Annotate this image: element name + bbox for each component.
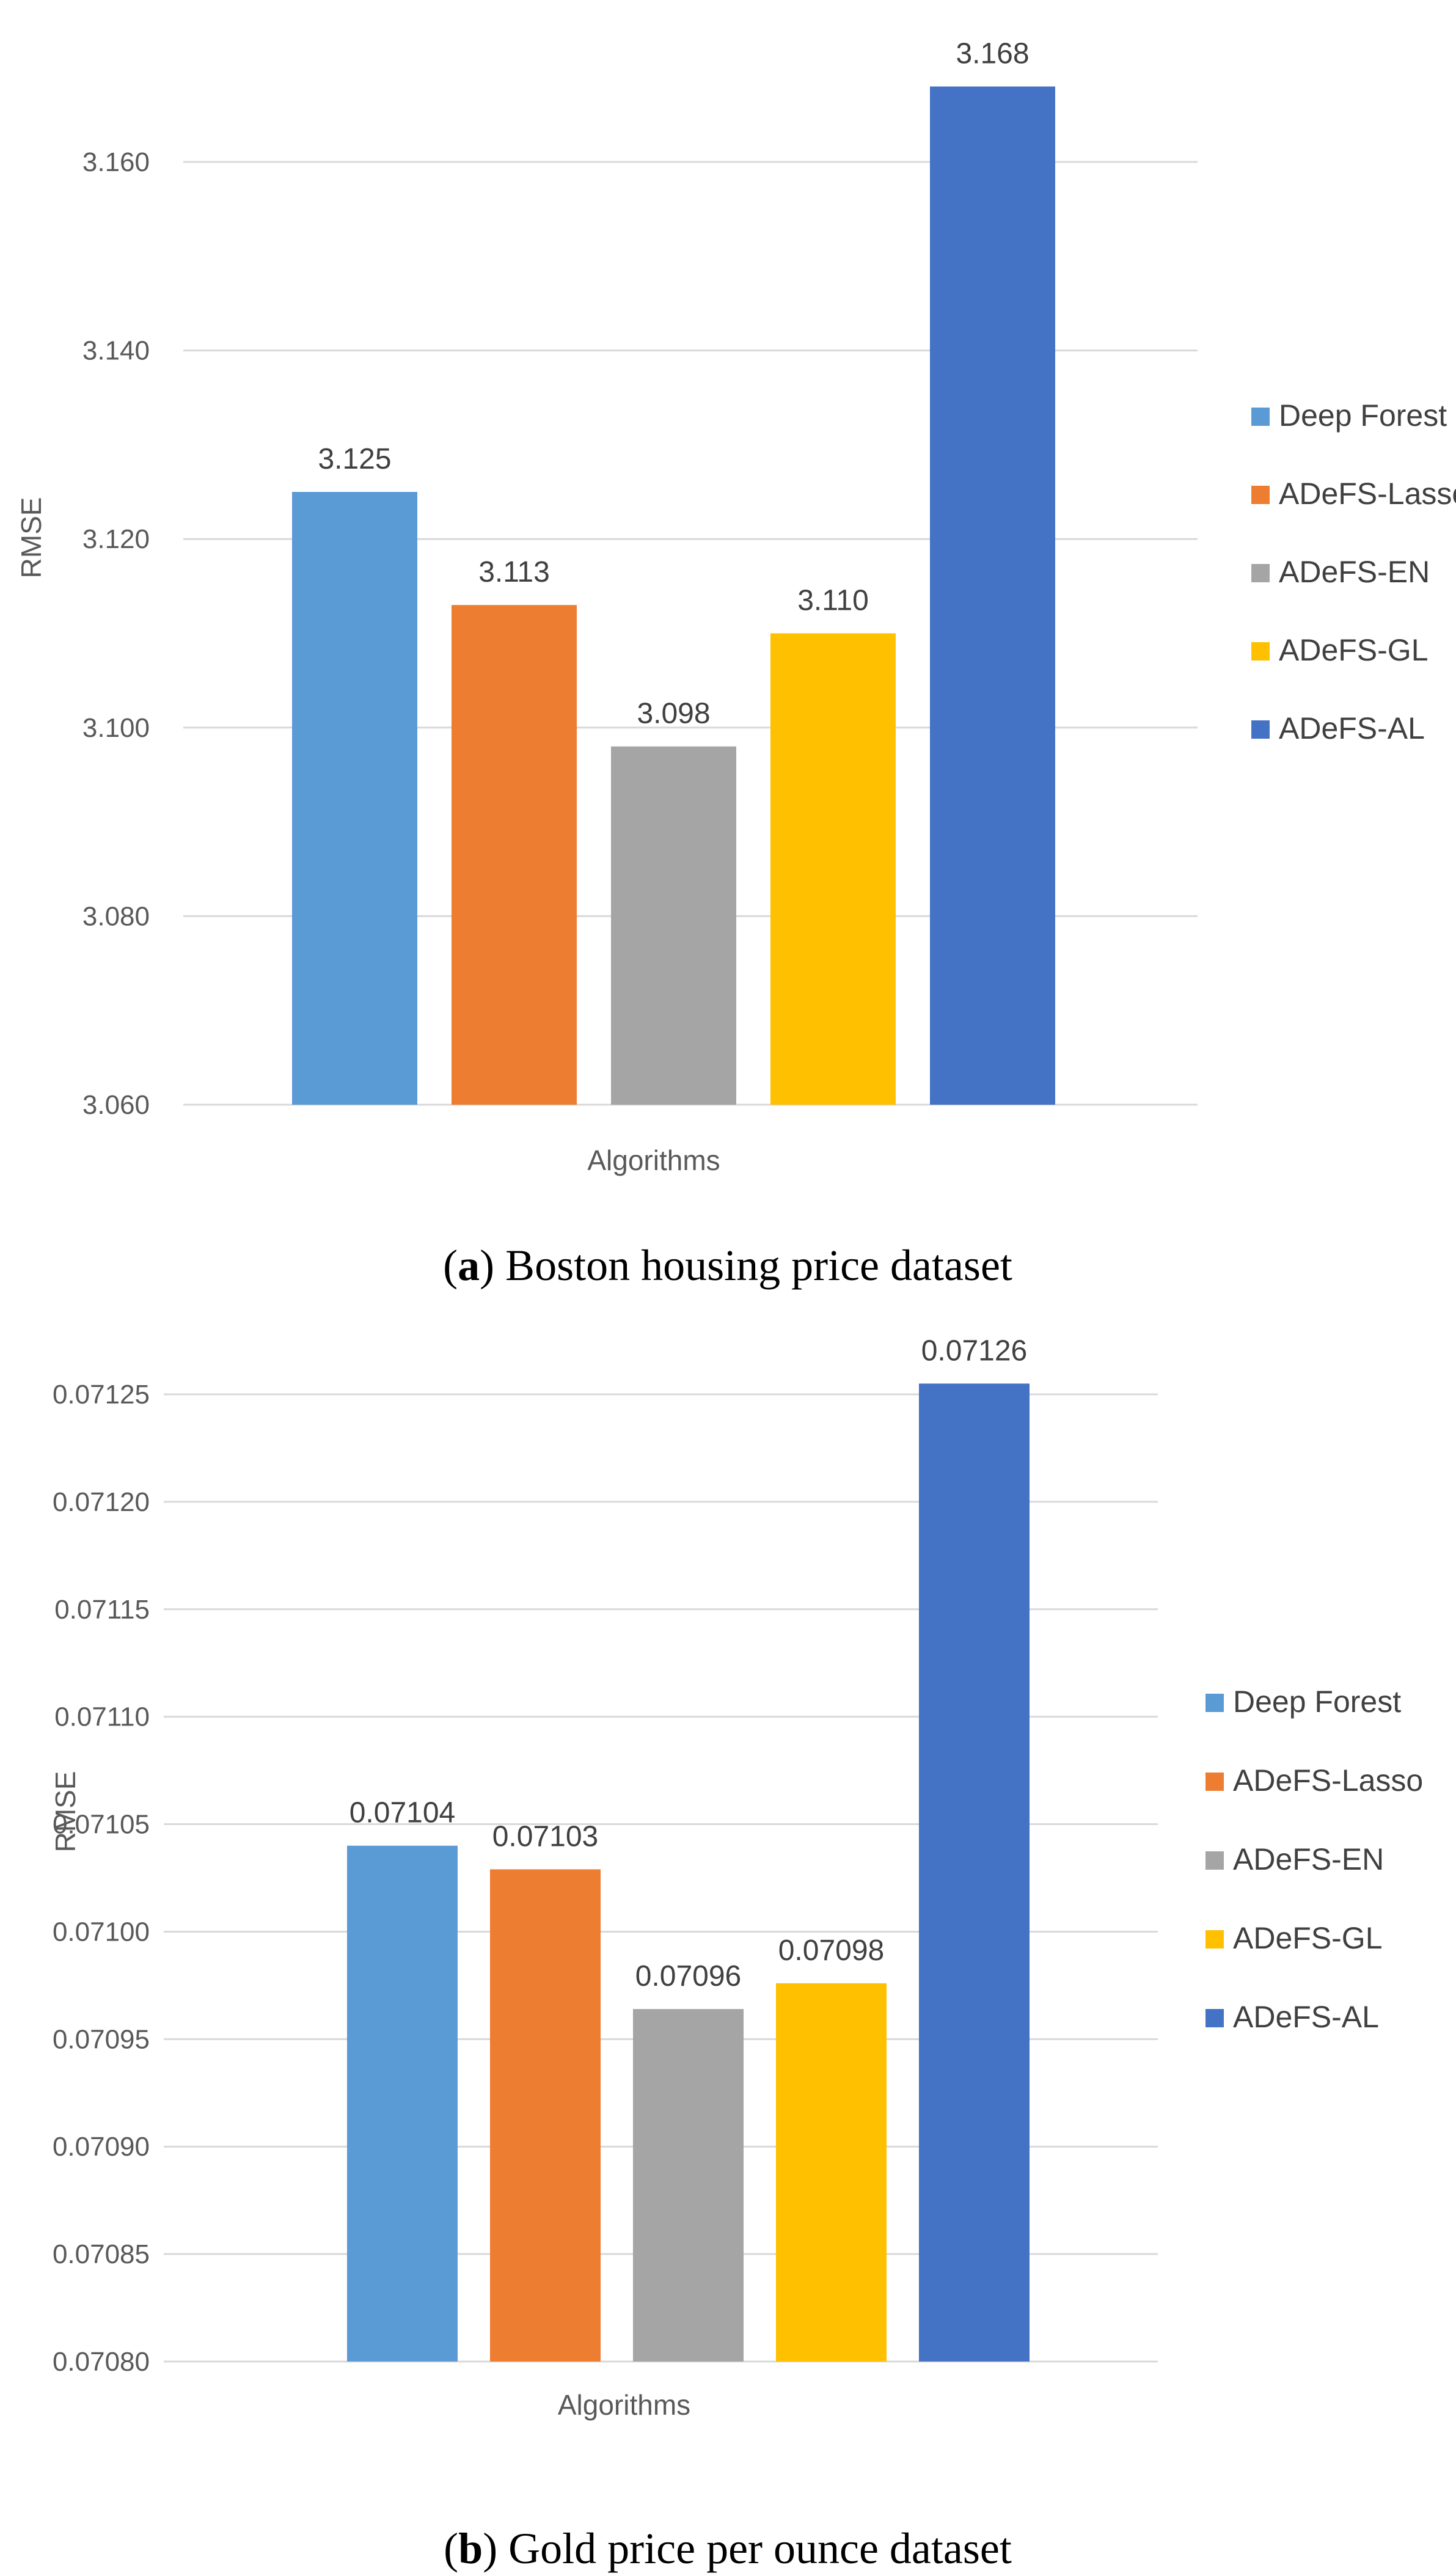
y-tick-label: 3.100 [82,713,150,743]
y-tick-label: 3.140 [82,336,150,366]
y-axis-title: RMSE [49,1771,81,1853]
legend-swatch [1205,2009,1224,2027]
y-tick-label: 0.07115 [54,1595,150,1625]
legend-item: Deep Forest [1279,398,1447,433]
bar-deep-forest [347,1845,458,2362]
chart-gold: 0.07080 0.07085 0.07090 0.07095 0.07100 0.071… [49,1334,1423,2573]
y-tick-label: 3.160 [82,147,150,177]
y-tick-label: 0.07100 [53,1917,150,1947]
legend-item: ADeFS-GL [1279,633,1429,667]
caption-letter: a [458,1241,480,1290]
bar-adefs-al [930,86,1055,1105]
x-axis-title: Algorithms [558,2389,690,2421]
data-label: 0.07126 [921,1334,1028,1367]
y-tick-label: 0.07105 [53,1810,150,1840]
data-label: 3.125 [318,443,391,475]
y-tick-label: 3.120 [82,524,150,554]
y-tick-label: 3.080 [82,901,150,931]
y-tick-label: 0.07095 [53,2024,150,2054]
legend-item: ADeFS-AL [1233,2000,1379,2034]
y-tick-label: 0.07120 [53,1487,150,1517]
data-label: 3.110 [797,585,869,617]
y-tick-label: 0.07080 [53,2347,150,2377]
bar-adefs-en [611,746,736,1105]
bar-adefs-en [633,2009,744,2362]
data-label: 0.07096 [635,1960,742,1992]
bar-adefs-al [919,1383,1030,2362]
legend-swatch [1251,564,1270,582]
bar-adefs-lasso [452,605,577,1105]
data-label: 0.07103 [492,1820,599,1853]
legend-item: ADeFS-AL [1279,711,1425,745]
legend-swatch [1205,1694,1224,1712]
y-tick-label: 0.07085 [53,2239,150,2269]
caption-letter: b [458,2524,483,2573]
legend-swatch [1251,642,1270,660]
data-label: 0.07104 [349,1797,456,1829]
caption: (b) Gold price per ounce dataset [444,2524,1012,2573]
legend-item: Deep Forest [1233,1685,1401,1719]
bar-adefs-gl [776,1983,887,2362]
y-tick-label: 0.07110 [54,1702,150,1732]
y-tick-label: 3.060 [82,1090,150,1120]
bar-adefs-lasso [490,1869,601,2362]
y-axis-title: RMSE [15,497,47,579]
legend-swatch [1205,1930,1224,1948]
bar-adefs-gl [770,633,896,1105]
legend-item: ADeFS-Lasso [1279,477,1456,511]
legend-swatch [1205,1773,1224,1791]
data-label: 3.168 [956,38,1029,70]
data-label: 3.113 [478,556,550,588]
caption-text: ) Gold price per ounce dataset [483,2524,1012,2573]
legend-swatch [1251,720,1270,739]
legend-item: ADeFS-Lasso [1233,1763,1423,1798]
legend-item: ADeFS-EN [1233,1842,1384,1876]
legend-swatch [1205,1851,1224,1870]
x-axis-title: Algorithms [587,1144,720,1176]
legend-swatch [1251,408,1270,426]
legend-swatch [1251,486,1270,504]
y-tick-label: 0.07125 [53,1380,150,1410]
caption-paren: ( [444,2524,458,2573]
bar-deep-forest [292,492,417,1105]
legend-item: ADeFS-EN [1279,555,1430,589]
legend-item: ADeFS-GL [1233,1921,1383,1955]
caption-text: ) Boston housing price dataset [480,1241,1012,1290]
data-label: 0.07098 [778,1934,885,1967]
chart-boston: 3.060 3.080 3.100 3.120 3.140 3.160 3.125 3.113… [15,38,1456,1290]
caption-paren: ( [443,1241,458,1290]
data-label: 3.098 [637,698,710,730]
y-tick-label: 0.07090 [53,2132,150,2162]
caption: (a) Boston housing price dataset [443,1241,1012,1290]
